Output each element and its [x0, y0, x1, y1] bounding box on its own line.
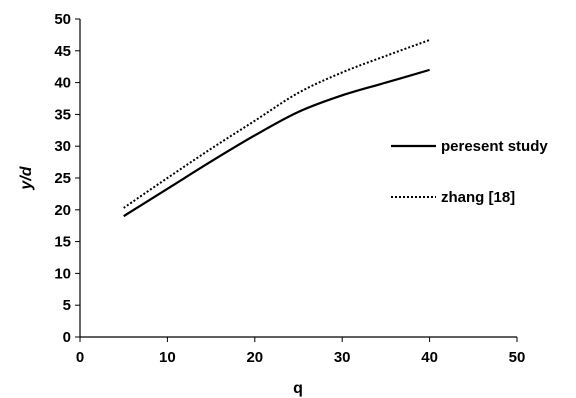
legend-label-2: zhang [18] [441, 189, 515, 206]
series-line-1 [123, 68, 430, 218]
x-tick-label: 50 [509, 349, 526, 366]
y-axis-title: y/d [18, 165, 35, 190]
y-tick-label: 15 [54, 234, 71, 251]
y-tick-label: 45 [54, 43, 71, 60]
x-tick-label: 10 [159, 349, 176, 366]
legend-label-1: peresent study [441, 138, 548, 155]
y-tick-label: 5 [63, 297, 71, 314]
x-tick-label: 0 [76, 349, 84, 366]
y-tick-label: 10 [54, 265, 71, 282]
y-tick-label: 30 [54, 138, 71, 155]
series-line-2 [123, 39, 430, 209]
x-tick-label: 40 [421, 349, 438, 366]
y-tick-label: 35 [54, 106, 71, 123]
x-tick-label: 20 [246, 349, 263, 366]
y-tick-label: 25 [54, 170, 71, 187]
x-tick-label: 30 [334, 349, 351, 366]
y-tick-label: 20 [54, 202, 71, 219]
x-axis-title: q [293, 380, 303, 397]
x-axis-ticks: 0 10 20 30 40 50 [76, 337, 526, 366]
y-tick-label: 40 [54, 75, 71, 92]
y-tick-label: 50 [54, 11, 71, 28]
legend: peresent study zhang [18] [391, 138, 548, 206]
series-lines [123, 39, 430, 218]
y-tick-label: 0 [63, 329, 71, 346]
y-axis-ticks: 0 5 10 15 20 25 30 35 40 45 50 [54, 11, 80, 346]
